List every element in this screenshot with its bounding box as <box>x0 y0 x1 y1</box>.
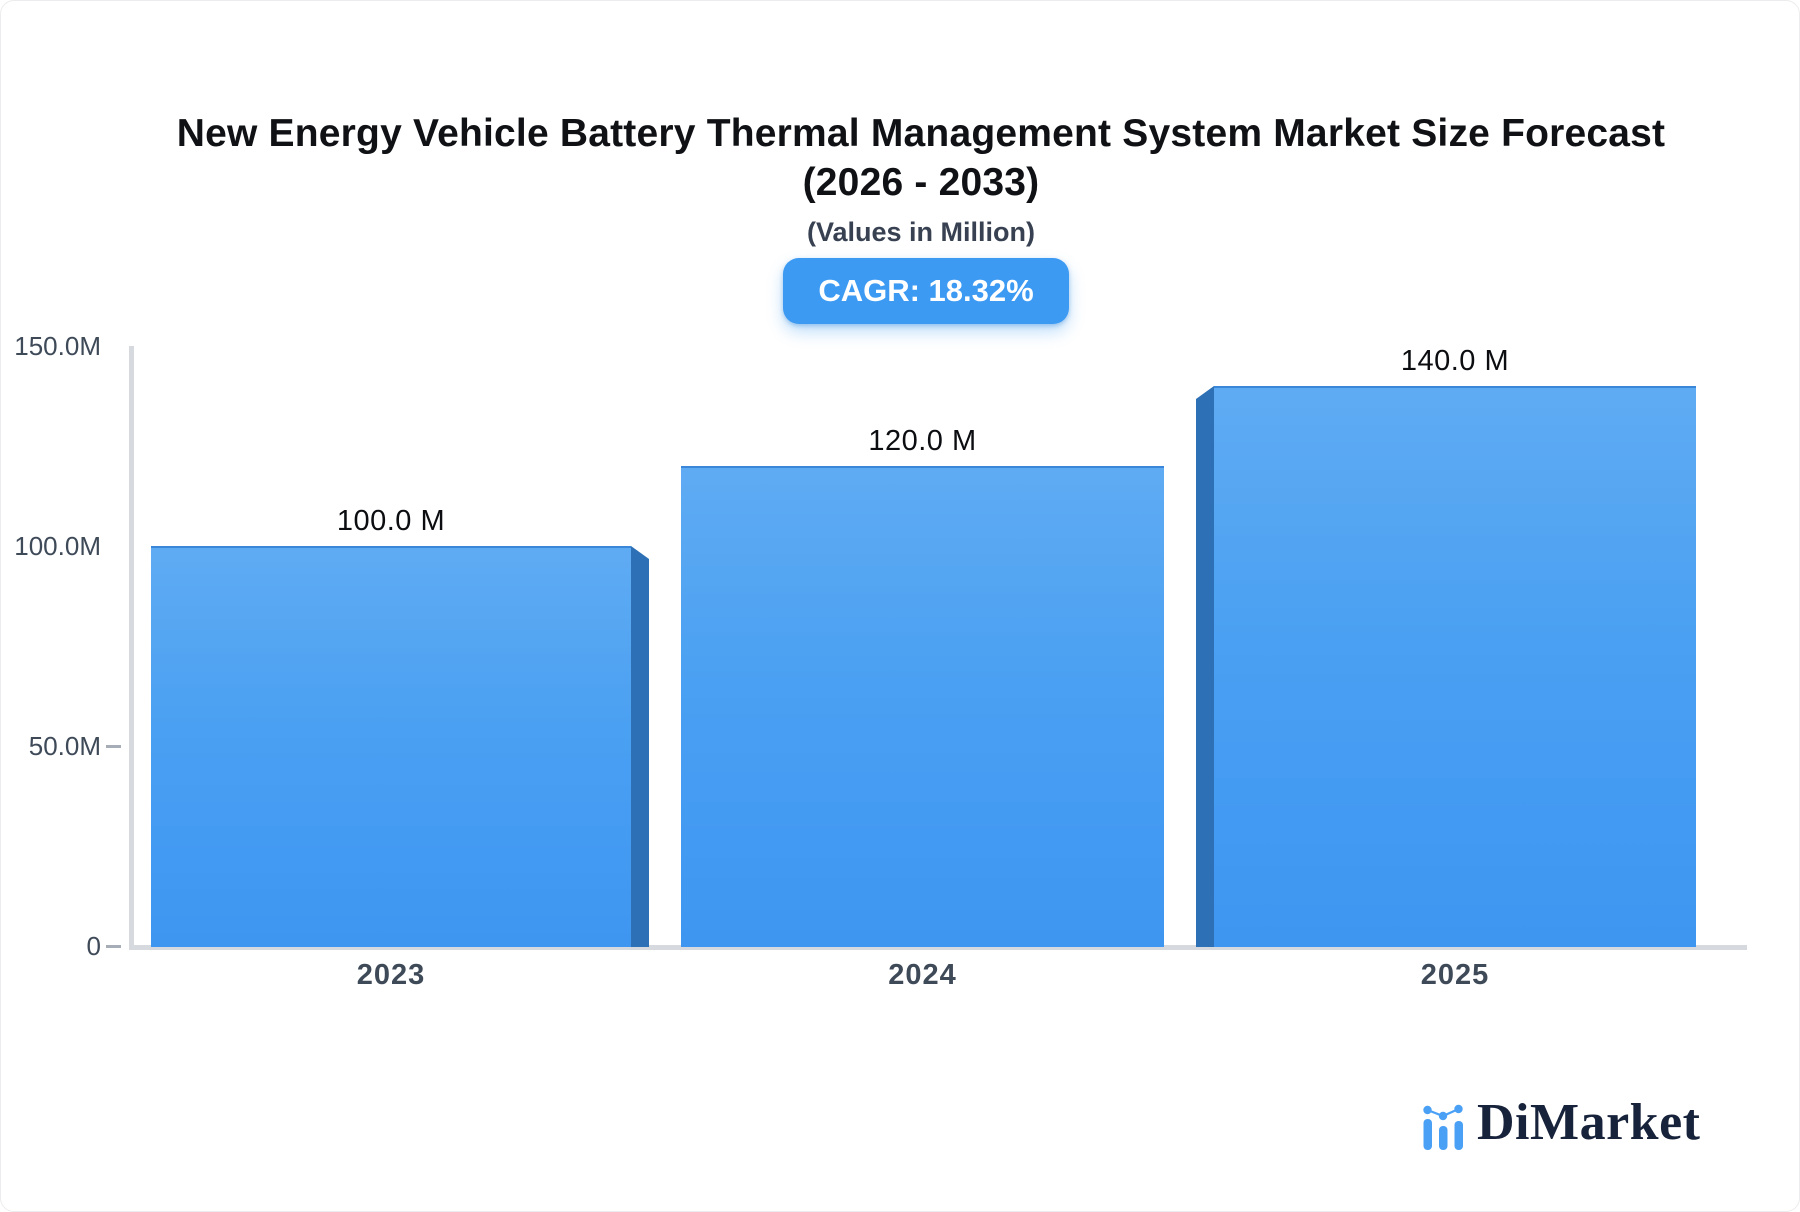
chart-title-line2: (2026 - 2033) <box>802 161 1040 204</box>
bar-value-label: 140.0 M <box>1400 345 1510 377</box>
bar-2024[interactable] <box>681 466 1164 947</box>
x-axis-label: 2024 <box>888 959 957 991</box>
y-axis-tick-mark <box>106 745 121 748</box>
y-axis-line <box>129 346 134 950</box>
bar-3d-side <box>631 546 649 947</box>
bar-value-label: 100.0 M <box>336 505 446 537</box>
y-axis-tick-label: 0 <box>86 931 101 961</box>
bar-value-label: 120.0 M <box>868 425 977 457</box>
y-axis-tick-mark <box>106 945 121 948</box>
y-axis-tick-label: 100.0M <box>14 531 101 561</box>
y-axis-tick-label: 50.0M <box>28 731 101 761</box>
x-axis-line <box>129 945 1747 950</box>
chart-subtitle: (Values in Million) <box>806 217 1036 247</box>
x-axis-label: 2023 <box>356 959 426 991</box>
chart-header: New Energy Vehicle Battery Thermal Manag… <box>41 1 1799 248</box>
bar-2023[interactable] <box>151 546 631 947</box>
brand-name: DiMarket <box>1477 1094 1701 1151</box>
brand-logo: DiMarket <box>1421 1095 1700 1151</box>
mini-bar-chart-icon <box>1423 1104 1463 1150</box>
cagr-badge: CAGR: 18.32% <box>783 258 1069 324</box>
bar-2025[interactable] <box>1214 386 1696 947</box>
chart-title-line1: New Energy Vehicle Battery Thermal Manag… <box>176 112 1666 155</box>
x-axis-label: 2025 <box>1420 959 1490 991</box>
y-axis-tick-label: 150.0M <box>14 331 101 361</box>
bar-3d-side <box>1196 386 1214 947</box>
